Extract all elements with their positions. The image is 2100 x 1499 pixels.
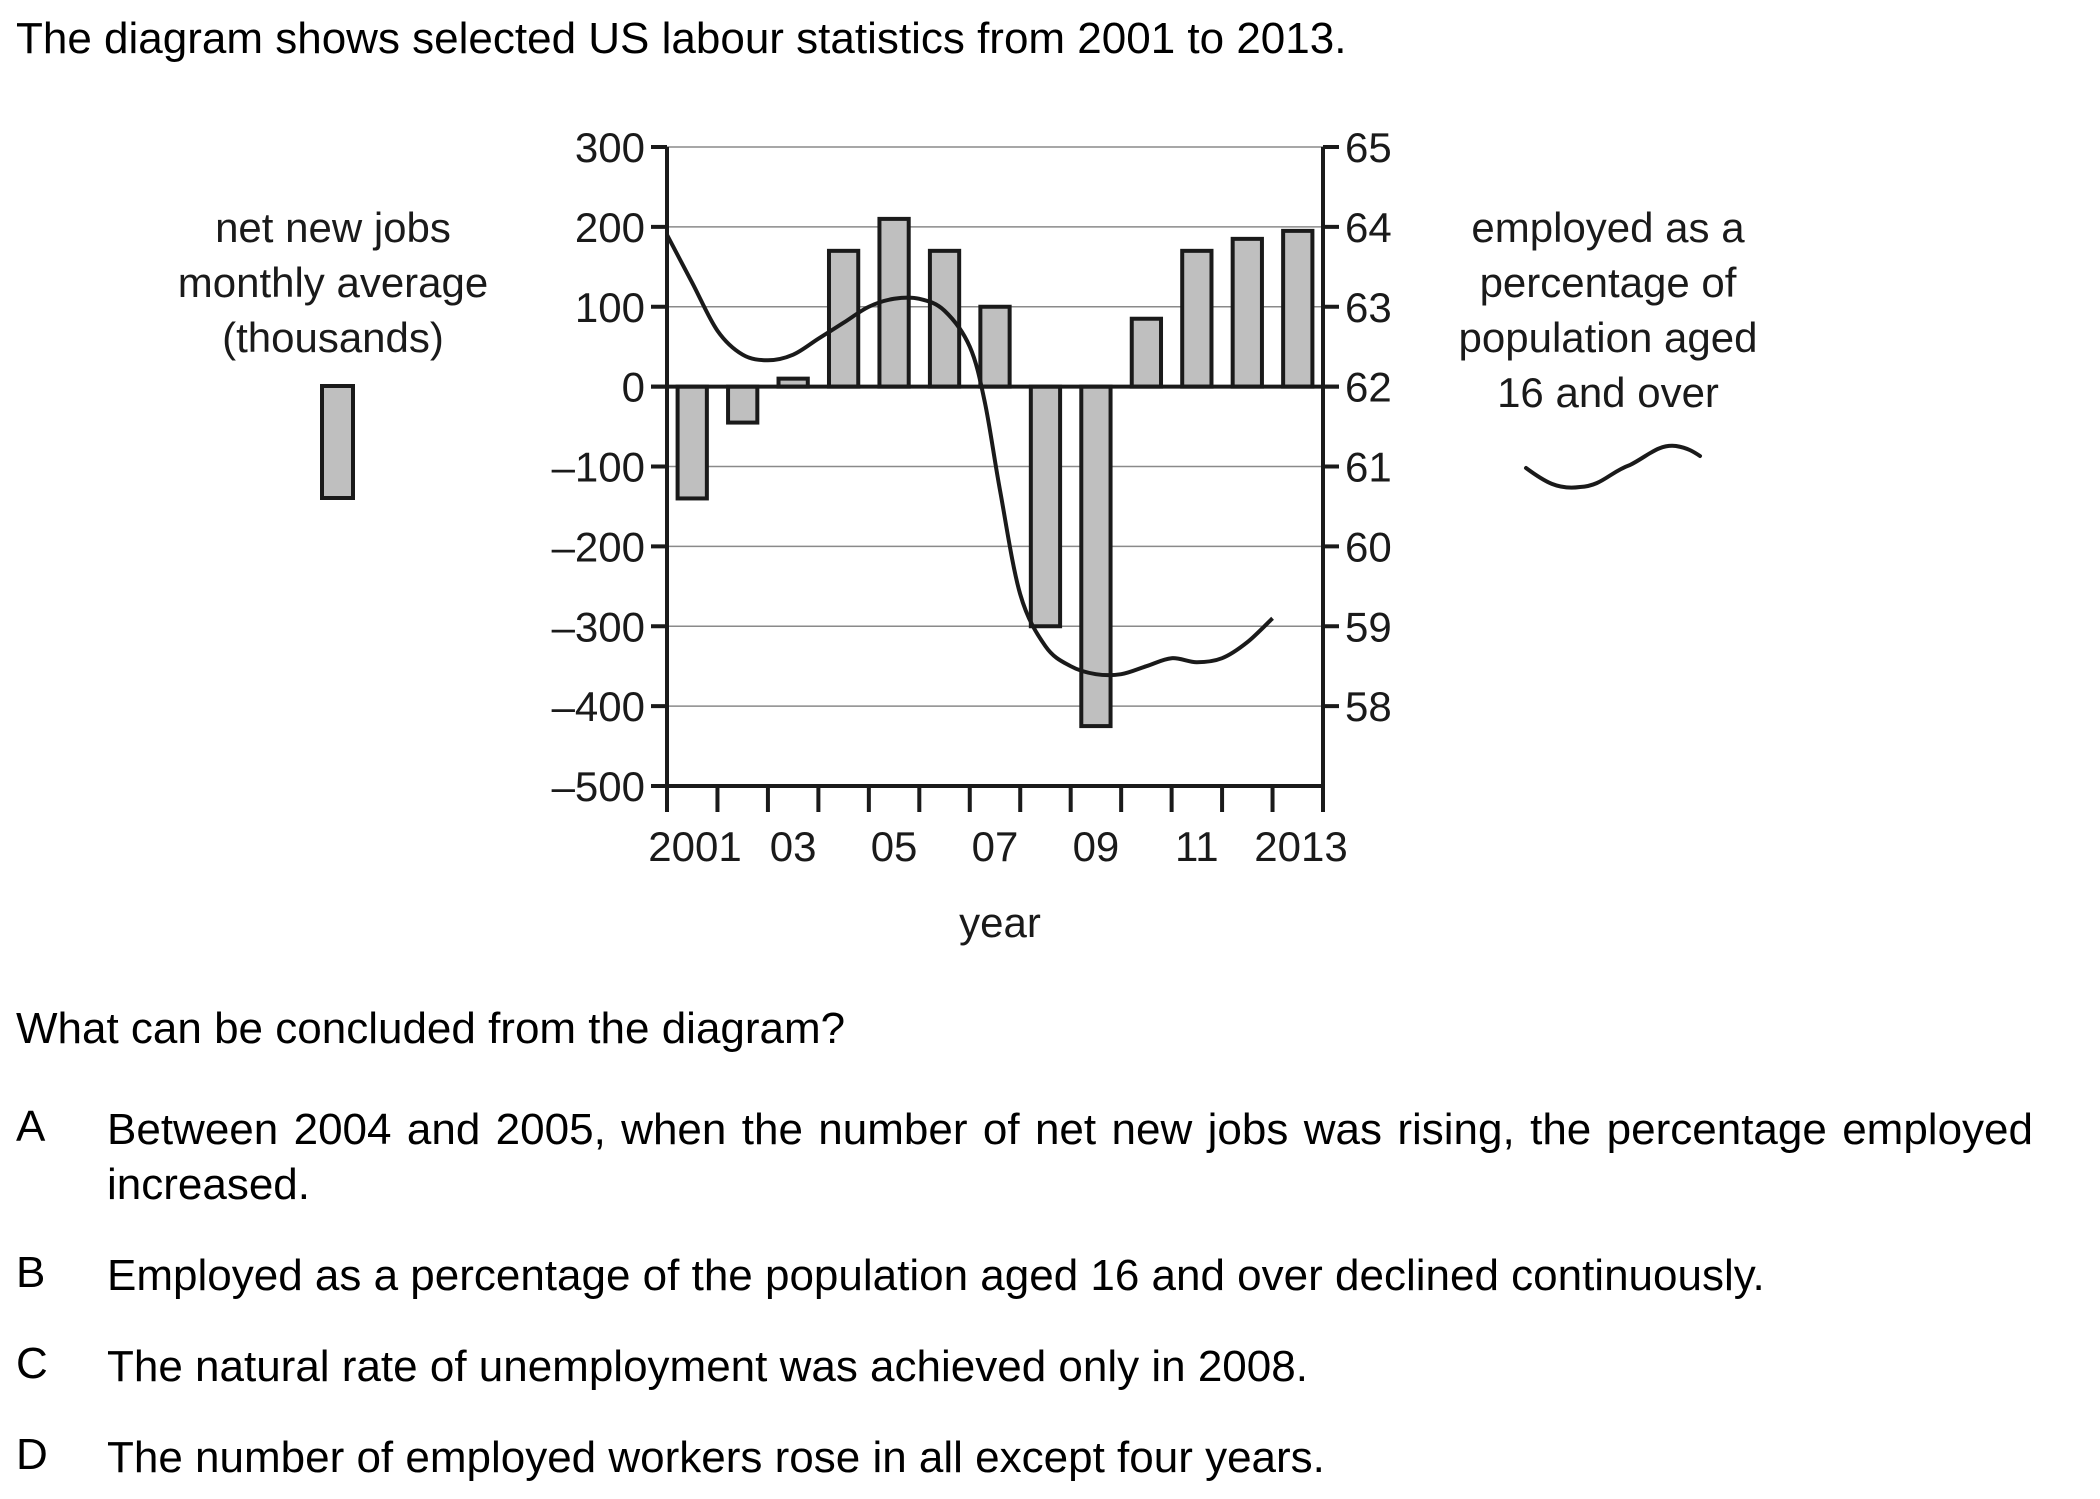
x-tick-label: 07	[972, 823, 1019, 870]
left-tick-label: 300	[575, 124, 645, 171]
x-tick-label: 03	[770, 823, 817, 870]
left-tick-label: –300	[552, 603, 645, 650]
left-tick-label: –200	[552, 523, 645, 570]
option-letter: C	[16, 1339, 48, 1388]
right-tick-label: 59	[1345, 603, 1392, 650]
right-axis-title-line: employed as a	[1471, 204, 1745, 251]
right-tick-label: 58	[1345, 683, 1392, 730]
bar-2012	[1230, 236, 1264, 389]
x-tick-label: 11	[1175, 823, 1219, 870]
x-tick-label: 05	[871, 823, 918, 870]
right-tick-label: 60	[1345, 523, 1392, 570]
right-tick-label: 63	[1345, 284, 1392, 331]
option-letter: B	[16, 1248, 46, 1297]
option-text: Employed as a percentage of the populati…	[107, 1251, 1765, 1300]
intro-text: The diagram shows selected US labour sta…	[16, 14, 1347, 63]
right-axis-title-line: percentage of	[1480, 259, 1737, 306]
option-text: The number of employed workers rose in a…	[107, 1433, 1325, 1482]
left-tick-label: –400	[552, 683, 645, 730]
right-axis-title-line: population aged	[1459, 314, 1758, 361]
option-letter: D	[16, 1430, 48, 1479]
left-tick-label: 0	[622, 364, 645, 411]
left-tick-label: –100	[552, 444, 645, 491]
bar-2010	[1129, 316, 1164, 389]
labour-chart: 300 200 100 0 –100 –200 –300 –400 –500 65 64 63 62 61…	[178, 124, 1758, 946]
left-tick-label: 200	[575, 204, 645, 251]
option-letter: A	[16, 1102, 46, 1151]
right-tick-label: 65	[1345, 124, 1392, 171]
left-tick-label: 100	[575, 284, 645, 331]
right-tick-label: 62	[1345, 364, 1392, 411]
option-text: Between 2004 and 2005, when the number o…	[107, 1105, 2033, 1209]
left-axis-title-line: (thousands)	[222, 314, 444, 361]
right-axis-title-line: 16 and over	[1497, 369, 1719, 416]
x-axis-title: year	[959, 899, 1041, 946]
bar-legend-swatch	[320, 384, 355, 500]
x-tick-label: 2001	[648, 823, 741, 870]
labour-chart-svg: 300 200 100 0 –100 –200 –300 –400 –500 65 64 63 62 61…	[178, 124, 1758, 946]
bar-2001	[675, 384, 709, 501]
left-axis-title-line: net new jobs	[215, 204, 451, 251]
line-legend-swatch	[1524, 443, 1702, 490]
bar-2009	[1079, 384, 1113, 729]
bar-2004	[826, 248, 861, 389]
employment-rate-line	[665, 233, 1274, 678]
question-text: What can be concluded from the diagram?	[16, 1004, 846, 1053]
bar-2002	[726, 384, 760, 425]
x-tick-label: 09	[1073, 823, 1120, 870]
bar-2007	[978, 304, 1012, 389]
bar-2011	[1180, 248, 1214, 389]
left-axis-title-line: monthly average	[178, 259, 489, 306]
right-tick-label: 64	[1345, 204, 1392, 251]
right-tick-label: 61	[1345, 444, 1392, 491]
bar-2008	[1028, 384, 1063, 629]
option-text: The natural rate of unemployment was ach…	[107, 1342, 1308, 1391]
x-tick-label: 2013	[1254, 823, 1347, 870]
left-tick-label: –500	[552, 763, 645, 810]
bar-2013	[1281, 228, 1315, 389]
